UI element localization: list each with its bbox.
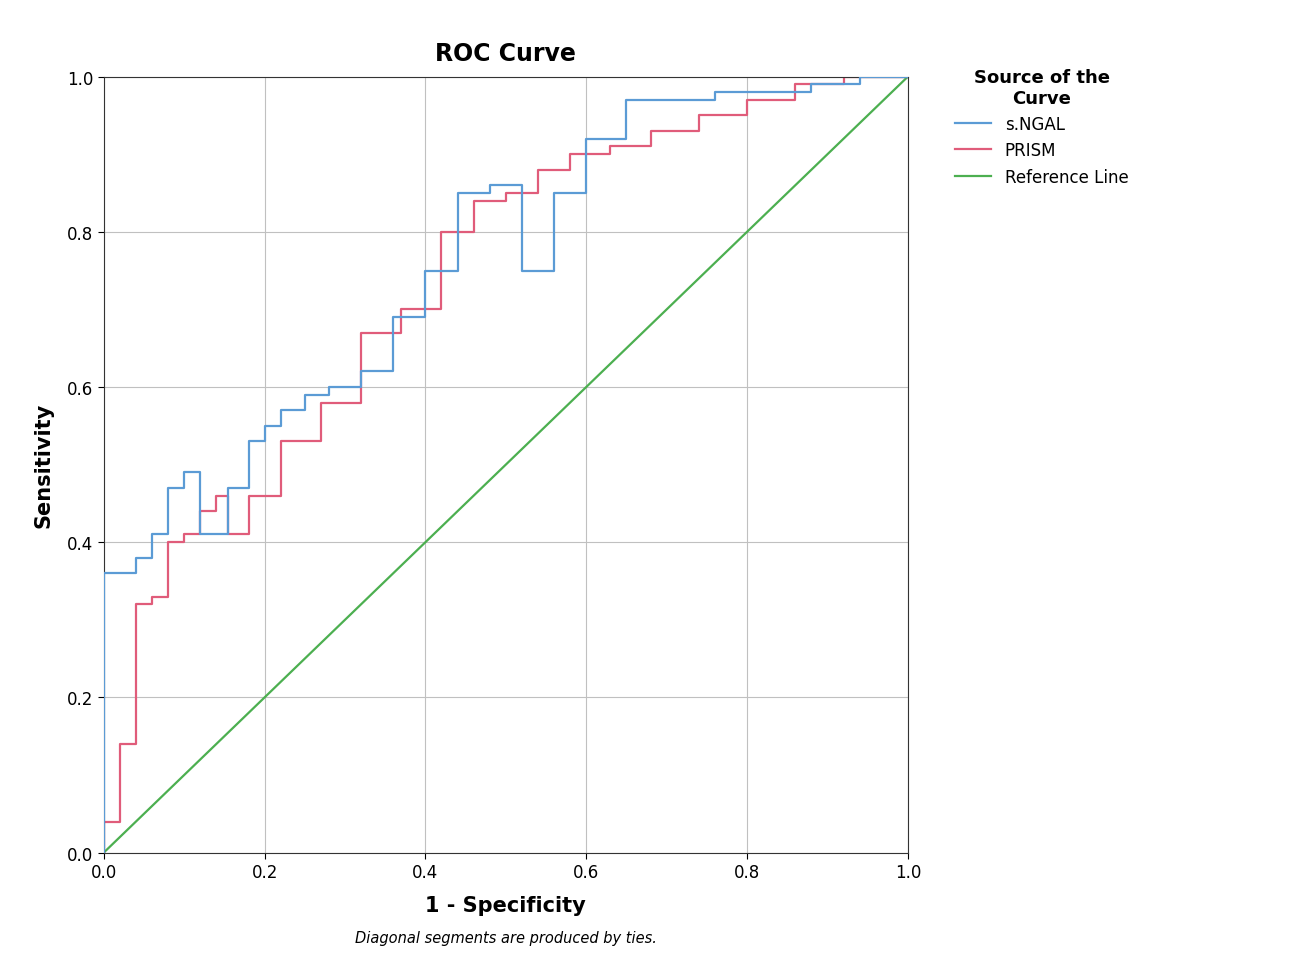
PRISM — [466, 227, 481, 238]
PRISM — [835, 72, 851, 83]
PRISM — [96, 847, 112, 859]
Text: Diagonal segments are produced by ties.: Diagonal segments are produced by ties. — [355, 930, 656, 945]
PRISM — [466, 196, 481, 207]
PRISM — [787, 95, 803, 107]
PRISM — [498, 188, 514, 200]
Line: s.NGAL: s.NGAL — [104, 78, 908, 853]
Title: ROC Curve: ROC Curve — [436, 42, 576, 66]
Legend: s.NGAL, PRISM, Reference Line: s.NGAL, PRISM, Reference Line — [948, 62, 1135, 193]
s.NGAL — [96, 847, 112, 859]
s.NGAL — [241, 483, 257, 494]
s.NGAL — [755, 87, 770, 99]
PRISM — [209, 506, 224, 517]
PRISM — [900, 72, 916, 83]
s.NGAL — [900, 72, 916, 83]
PRISM — [643, 141, 659, 153]
s.NGAL — [852, 72, 868, 83]
s.NGAL — [450, 188, 466, 200]
s.NGAL — [619, 134, 634, 145]
s.NGAL — [450, 266, 466, 277]
Line: PRISM: PRISM — [104, 78, 908, 853]
X-axis label: 1 - Specificity: 1 - Specificity — [425, 895, 586, 915]
Y-axis label: Sensitivity: Sensitivity — [34, 402, 53, 528]
s.NGAL — [482, 180, 498, 192]
